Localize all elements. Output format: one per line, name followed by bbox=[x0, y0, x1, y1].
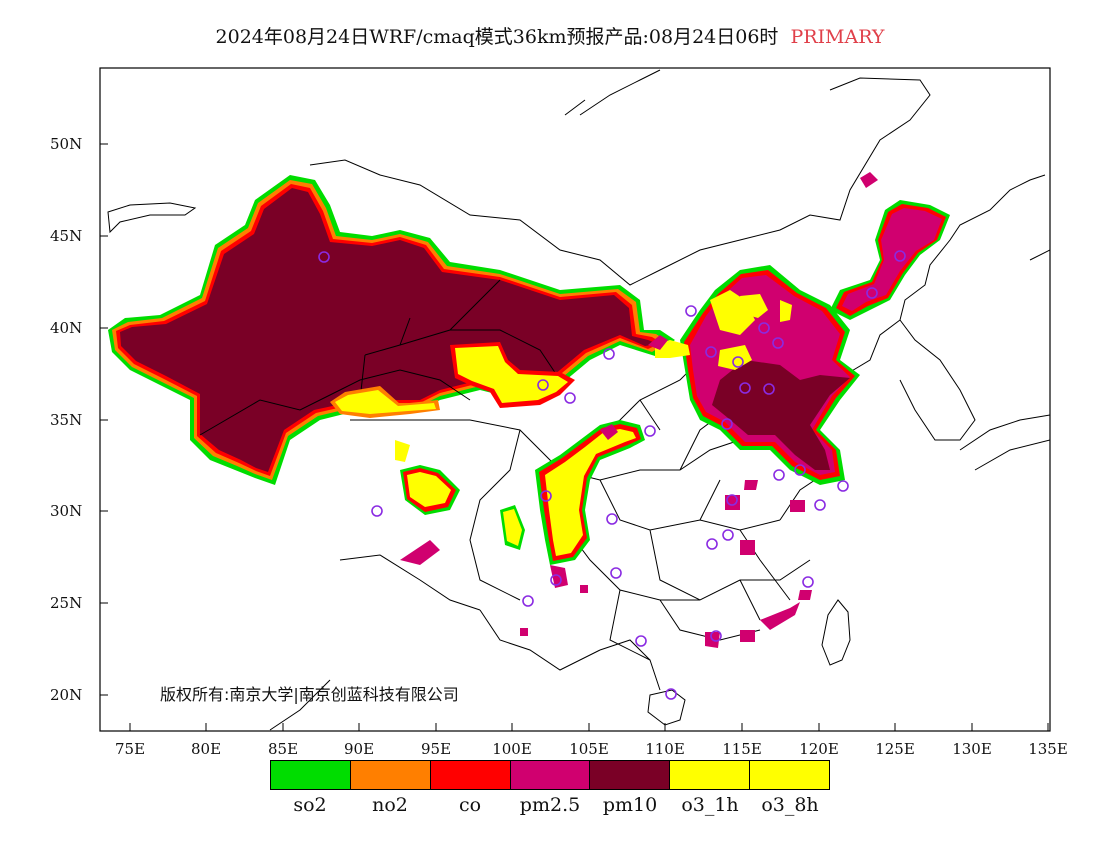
japan-coast bbox=[959, 249, 1050, 471]
lat-label-25n: 25N bbox=[50, 594, 83, 612]
legend-label-no2: no2 bbox=[372, 794, 408, 816]
northeast-patches bbox=[830, 172, 950, 320]
lon-label-135e: 135E bbox=[1028, 740, 1068, 758]
legend-swatch-co bbox=[430, 761, 511, 789]
lat-label-45n: 45N bbox=[50, 227, 83, 245]
kazakh-lake bbox=[107, 202, 197, 234]
legend-label-o3-1h: o3_1h bbox=[681, 794, 739, 816]
lon-label-110e: 110E bbox=[645, 740, 685, 758]
legend-label-pm25: pm2.5 bbox=[519, 794, 581, 816]
taiwan-coast bbox=[821, 599, 851, 666]
lon-label-120e: 120E bbox=[799, 740, 839, 758]
copyright-notice: 版权所有:南京大学|南京创蓝科技有限公司 bbox=[160, 685, 459, 704]
legend-label-so2: so2 bbox=[293, 794, 327, 816]
legend-bar bbox=[270, 760, 830, 790]
lat-label-30n: 30N bbox=[50, 502, 83, 520]
lon-label-90e: 90E bbox=[343, 740, 375, 758]
legend-swatch-pm25 bbox=[510, 761, 591, 789]
legend-label-pm10: pm10 bbox=[602, 794, 658, 816]
lat-label-50n: 50N bbox=[50, 135, 83, 153]
legend-swatch-o3-1h bbox=[670, 761, 751, 789]
pm10-west-internal-borders bbox=[199, 279, 561, 436]
korea-coast bbox=[899, 319, 976, 441]
map-title: 2024年08月24日WRF/cmaq模式36km预报产品:08月24日06时 P… bbox=[0, 22, 1100, 49]
lon-label-130e: 130E bbox=[952, 740, 992, 758]
lon-label-75e: 75E bbox=[114, 740, 146, 758]
pm10-west-region bbox=[108, 175, 675, 485]
legend-swatch-so2 bbox=[271, 761, 351, 789]
lat-label-35n: 35N bbox=[50, 411, 83, 429]
china-east-coastline bbox=[844, 174, 1046, 376]
pm10-west-fill bbox=[120, 188, 658, 472]
map-boundaries bbox=[107, 69, 1050, 731]
province-lines bbox=[350, 359, 831, 661]
central-patches bbox=[395, 420, 812, 648]
lon-label-125e: 125E bbox=[875, 740, 915, 758]
title-text: 2024年08月24日WRF/cmaq模式36km预报产品:08月24日06时 bbox=[215, 26, 779, 48]
lon-label-100e: 100E bbox=[492, 740, 532, 758]
east-cluster bbox=[648, 265, 860, 485]
map-content bbox=[107, 69, 1050, 731]
lon-label-85e: 85E bbox=[267, 740, 299, 758]
lat-label-40n: 40N bbox=[50, 319, 83, 337]
lon-label-105e: 105E bbox=[569, 740, 609, 758]
primary-tag: PRIMARY bbox=[790, 26, 885, 48]
lon-label-95e: 95E bbox=[420, 740, 452, 758]
legend-label-o3-8h: o3_8h bbox=[761, 794, 819, 816]
legend-swatch-o3-8h bbox=[750, 761, 830, 789]
map-frame bbox=[99, 67, 1051, 732]
legend-label-co: co bbox=[458, 794, 482, 816]
lon-label-80e: 80E bbox=[190, 740, 222, 758]
station-markers bbox=[318, 250, 906, 700]
lat-label-20n: 20N bbox=[50, 686, 83, 704]
legend-labels: so2 no2 co pm2.5 pm10 o3_1h o3_8h bbox=[270, 794, 830, 816]
russia-coast bbox=[564, 69, 661, 116]
south-border bbox=[269, 554, 601, 731]
legend-swatch-no2 bbox=[350, 761, 431, 789]
leizhou-coast bbox=[599, 639, 661, 691]
mongolia-border bbox=[309, 77, 931, 286]
legend-swatch-pm10 bbox=[590, 761, 671, 789]
hainan-coast bbox=[647, 689, 686, 726]
lon-label-115e: 115E bbox=[722, 740, 762, 758]
axis-ticks bbox=[100, 143, 1049, 731]
